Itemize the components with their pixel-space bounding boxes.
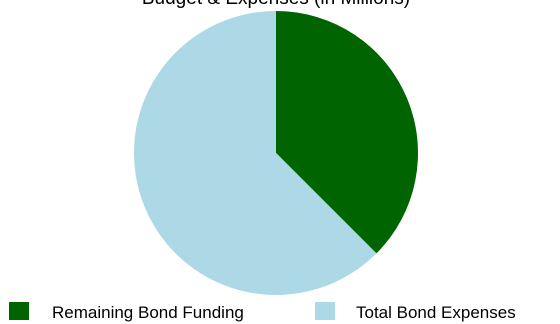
pie-slice-remaining-bond-funding bbox=[276, 11, 419, 254]
legend-label-total-bond-expenses: Total Bond Expenses bbox=[356, 303, 516, 322]
pie-slice-total-bond-expenses bbox=[134, 11, 377, 295]
pie-slices bbox=[134, 11, 419, 295]
legend-swatch-total-bond-expenses bbox=[315, 302, 335, 320]
chart-legend: Remaining Bond Funding Total Bond Expense… bbox=[9, 302, 516, 322]
chart-title: Budget & Expenses (in Millions) bbox=[142, 0, 410, 9]
legend-label-remaining-bond-funding: Remaining Bond Funding bbox=[52, 303, 244, 322]
legend-swatch-remaining-bond-funding bbox=[9, 302, 29, 320]
